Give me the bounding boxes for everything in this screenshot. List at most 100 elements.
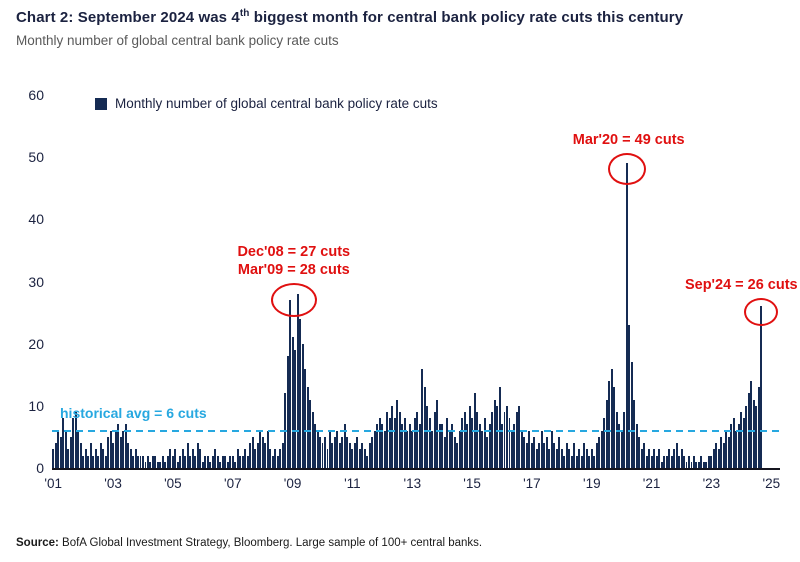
bar [585, 449, 588, 468]
bar [421, 368, 424, 468]
bar [314, 424, 316, 468]
bar [139, 455, 142, 468]
bar [338, 443, 341, 468]
bar [590, 449, 593, 468]
bar [623, 412, 626, 468]
bar [124, 424, 127, 468]
bar [219, 461, 222, 468]
bar [206, 455, 209, 468]
bar [668, 449, 671, 468]
bar [261, 436, 264, 468]
bar [149, 461, 152, 468]
bar [351, 449, 354, 468]
bar [239, 455, 242, 468]
bar [692, 455, 695, 468]
bar [151, 455, 154, 468]
x-tick-label: '03 [104, 476, 122, 491]
bar [194, 455, 197, 468]
bar [715, 443, 718, 468]
bar [199, 449, 202, 468]
chart-subtitle: Monthly number of global central bank po… [16, 33, 339, 48]
bar [371, 436, 374, 468]
y-tick-label: 40 [28, 211, 44, 228]
bar [645, 455, 648, 468]
chart-title-superscript: th [239, 8, 250, 19]
bar [119, 436, 122, 468]
bar [216, 455, 219, 468]
bar [92, 455, 95, 468]
bar [276, 455, 279, 468]
bar [653, 449, 656, 468]
bar [486, 436, 489, 468]
x-tick-label: '13 [403, 476, 422, 491]
bar [730, 424, 733, 468]
source-text: BofA Global Investment Strategy, Bloombe… [58, 537, 483, 549]
bar [368, 443, 371, 468]
bar [134, 449, 137, 468]
bar [361, 443, 364, 468]
bar [396, 399, 399, 468]
bar [54, 443, 57, 468]
bar [229, 455, 232, 468]
bar [560, 449, 563, 468]
bar [580, 455, 583, 468]
x-tick-label: '07 [224, 476, 242, 491]
bar [481, 430, 484, 468]
bar [433, 412, 436, 468]
bar [471, 418, 474, 468]
bar [578, 449, 581, 468]
bar [311, 412, 314, 468]
bar [62, 418, 65, 468]
bar [478, 424, 481, 468]
bar [643, 443, 646, 468]
bar [625, 163, 628, 468]
bar [381, 424, 384, 468]
bar [411, 430, 414, 468]
plot-area: historical avg = 6 cuts '01 '03 '05 '07 '09 '… [44, 95, 797, 491]
bar [702, 461, 705, 468]
bar [236, 449, 239, 468]
legend: Monthly number of global central bank po… [95, 96, 438, 111]
bar [513, 424, 516, 468]
bar [458, 430, 461, 468]
bar [241, 455, 244, 468]
bar [52, 449, 55, 468]
bar [401, 424, 404, 468]
bar [543, 443, 546, 468]
bar [331, 443, 334, 468]
bar [226, 461, 229, 468]
bar [620, 430, 623, 468]
highlight-circle [607, 153, 646, 186]
bar [324, 436, 326, 468]
bar [94, 449, 97, 468]
bar [184, 455, 187, 468]
bar [520, 430, 523, 468]
annotation-label: Mar'20 = 49 cuts [572, 132, 685, 149]
bar [127, 443, 130, 468]
bar [286, 356, 289, 468]
bar [204, 455, 207, 468]
bar [707, 455, 710, 468]
bar [196, 443, 199, 468]
bar [221, 455, 224, 468]
bar [680, 449, 683, 468]
bar [423, 387, 426, 468]
bar [333, 436, 336, 468]
bar [635, 424, 638, 468]
bar [426, 405, 429, 468]
bar [279, 449, 282, 468]
bar [695, 461, 698, 468]
bar [670, 455, 673, 468]
bar [117, 424, 120, 468]
chart-title-prefix: Chart 2: September 2024 was 4 [16, 9, 240, 26]
x-tick-label: '01 [44, 476, 62, 491]
bar [69, 436, 72, 468]
bar [186, 443, 189, 468]
bar [246, 455, 249, 468]
bar [251, 436, 254, 468]
bar [438, 424, 441, 468]
bar [74, 412, 77, 468]
bar [540, 430, 543, 468]
bar [132, 455, 134, 468]
legend-swatch-icon [95, 97, 107, 110]
